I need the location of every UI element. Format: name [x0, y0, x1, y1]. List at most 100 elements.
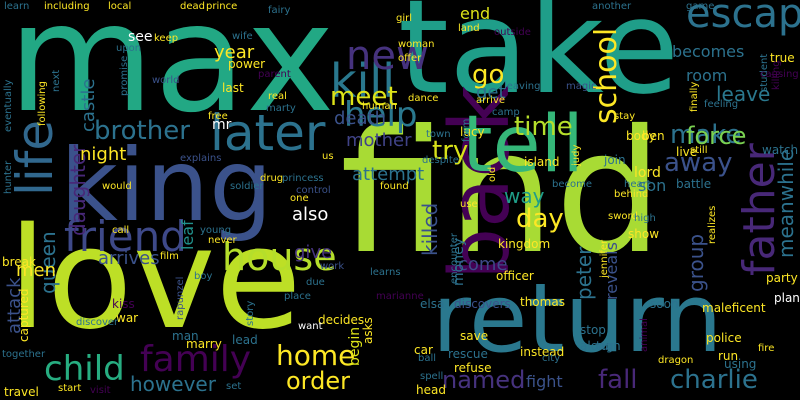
word: visit [90, 385, 111, 396]
word: brother [94, 116, 190, 146]
word: using [724, 357, 757, 371]
word: human [362, 101, 397, 112]
word: dragon [658, 355, 694, 366]
word: peter [572, 246, 596, 300]
word: ben [642, 129, 665, 143]
word: watch [762, 143, 799, 157]
word: captured [17, 288, 31, 342]
word: stay [614, 111, 636, 122]
word: land [458, 23, 480, 34]
word: marty [266, 103, 296, 114]
word: girl [396, 13, 413, 24]
word: school [589, 27, 624, 124]
word: encounter [449, 233, 460, 284]
word: save [460, 329, 489, 343]
word: keep [154, 33, 179, 44]
word: young [200, 225, 232, 236]
word: run [718, 349, 739, 363]
word: leaf [178, 220, 197, 250]
word: killed [418, 202, 442, 256]
word: see [128, 29, 153, 45]
word: help [344, 95, 418, 135]
word: head [416, 383, 446, 397]
word: child [44, 349, 125, 389]
word: soldier [230, 181, 264, 192]
word: new [346, 33, 429, 79]
word: elsa [420, 297, 445, 311]
word: call [112, 225, 130, 236]
word: offer [398, 53, 422, 64]
word: feeling [704, 99, 739, 110]
word: live [676, 145, 698, 159]
word: body [626, 129, 656, 143]
word: eventually [3, 79, 14, 132]
word: princess [282, 173, 324, 184]
word: another [592, 1, 632, 12]
word: true [770, 51, 795, 65]
word: family [140, 339, 252, 380]
word: break [2, 255, 36, 269]
word: still [690, 145, 708, 156]
word: day [516, 204, 564, 234]
word: learns [370, 267, 401, 278]
word: discovers [454, 297, 511, 311]
word: come [458, 254, 508, 275]
word: next [51, 69, 62, 92]
word: explains [180, 153, 222, 164]
word: named [442, 366, 526, 394]
word: finally [689, 81, 700, 112]
word: set [226, 381, 242, 392]
word: judy [571, 144, 582, 166]
word: make [670, 120, 742, 150]
word: room [686, 66, 728, 85]
word: party [766, 271, 798, 285]
word: charlie [670, 365, 758, 395]
word: kingdom [498, 237, 551, 251]
word: stop [580, 323, 606, 337]
word: thomas [520, 295, 565, 309]
word: go [472, 60, 505, 90]
word: realizes [707, 205, 718, 244]
word: leaving [504, 81, 541, 92]
word: film [160, 251, 179, 262]
word: castle [78, 78, 99, 132]
word: discover [76, 317, 119, 328]
word: attempt [352, 164, 425, 185]
word: lucy [460, 125, 485, 139]
word: life [6, 119, 64, 196]
word: one [290, 193, 309, 204]
word: behind [614, 189, 649, 200]
word: along [580, 339, 614, 353]
word: boy [194, 271, 213, 282]
word: return [432, 264, 723, 374]
word: power [228, 57, 266, 71]
word: death [334, 108, 386, 129]
word: heart [624, 179, 651, 190]
word: travel [4, 385, 39, 399]
word: fire [758, 343, 775, 354]
word: max [8, 0, 335, 146]
word: camp [492, 107, 520, 118]
word: take [398, 0, 680, 123]
word: outside [494, 27, 531, 38]
word: following [37, 81, 48, 126]
word: mr [212, 117, 232, 133]
word: kill [330, 54, 395, 108]
word: asks [361, 317, 375, 344]
word: officer [496, 269, 534, 283]
word: including [44, 1, 90, 12]
word: plan [774, 291, 800, 305]
word: fairy [268, 5, 291, 16]
word: due [306, 277, 325, 288]
word: magic [566, 81, 597, 92]
word: arrives [98, 248, 160, 269]
word: found [380, 181, 409, 192]
word: real [268, 91, 287, 102]
word: get [476, 82, 506, 103]
word: turn [596, 339, 621, 353]
word: rescue [448, 347, 488, 361]
word: upon [116, 43, 142, 54]
word: dance [408, 93, 439, 104]
word: wife [232, 31, 253, 42]
word: kiss [112, 297, 135, 311]
